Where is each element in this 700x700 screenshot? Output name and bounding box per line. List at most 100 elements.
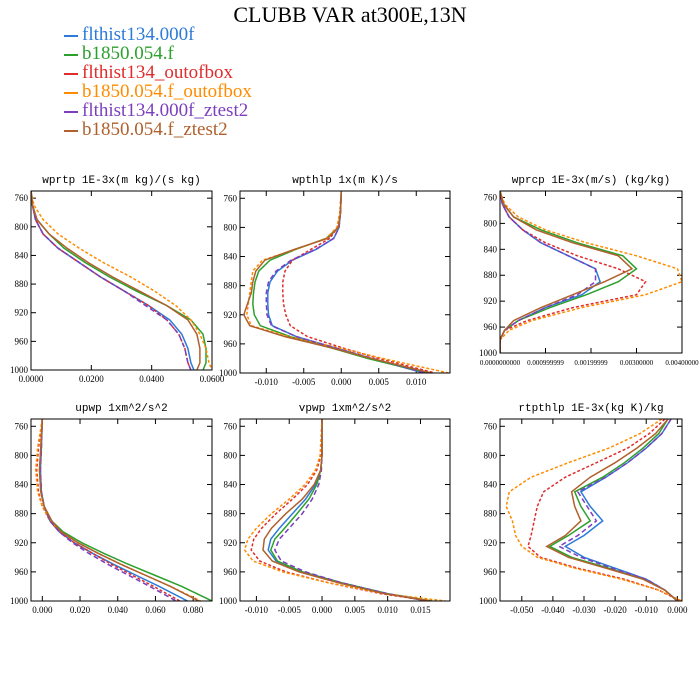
y-tick-label: 1000 xyxy=(10,596,29,606)
legend: flthist134.000f b1850.054.f flthist134_o… xyxy=(64,25,252,139)
x-tick-label: -0.030 xyxy=(572,605,596,615)
x-tick-label: 0.005 xyxy=(369,377,390,387)
y-tick-label: 840 xyxy=(224,252,238,262)
panel-title: wprcp 1E-3x(m/s) (kg/kg) xyxy=(512,175,670,187)
y-tick-label: 920 xyxy=(484,538,498,548)
legend-swatch xyxy=(64,110,78,113)
x-tick-label: 0.010 xyxy=(406,377,427,387)
figure-title: CLUBB VAR at300E,13N xyxy=(233,2,467,27)
x-tick-label: -0.050 xyxy=(510,605,534,615)
x-tick-label: -0.010 xyxy=(635,605,659,615)
y-tick-label: 760 xyxy=(224,421,238,431)
x-tick-label: -0.010 xyxy=(245,605,269,615)
panel-title: vpwp 1xm^2/s^2 xyxy=(299,403,391,415)
legend-item: flthist134.000f_ztest2 xyxy=(64,101,252,120)
y-tick-label: 920 xyxy=(15,538,29,548)
y-tick-label: 960 xyxy=(224,339,238,349)
series-line xyxy=(545,419,678,601)
y-tick-label: 920 xyxy=(224,310,238,320)
y-tick-label: 840 xyxy=(15,250,29,260)
y-tick-label: 960 xyxy=(15,567,29,577)
series-line xyxy=(500,191,597,353)
legend-item: flthist134.000f xyxy=(64,25,252,44)
plot-frame xyxy=(239,190,451,374)
y-tick-label: 800 xyxy=(224,222,238,232)
series-line xyxy=(39,419,177,601)
legend-label: b1850.054.f_outofbox xyxy=(82,81,252,102)
y-tick-label: 800 xyxy=(15,450,29,460)
series-line xyxy=(500,191,682,353)
y-tick-label: 960 xyxy=(224,567,238,577)
series-line xyxy=(39,419,188,601)
series-line xyxy=(35,419,181,601)
plot-frame xyxy=(239,418,451,602)
series-line xyxy=(265,191,426,373)
x-tick-label: 0.0200 xyxy=(79,374,104,384)
plot-frame xyxy=(30,418,213,602)
y-tick-label: 960 xyxy=(15,336,29,346)
y-tick-label: 760 xyxy=(484,421,498,431)
y-tick-label: 960 xyxy=(484,567,498,577)
panel-title: wprtp 1E-3x(m kg)/(s kg) xyxy=(42,175,200,187)
legend-item: b1850.054.f_outofbox xyxy=(64,82,252,101)
legend-label: flthist134.000f xyxy=(82,24,195,45)
legend-swatch xyxy=(64,91,78,94)
y-tick-label: 920 xyxy=(15,308,29,318)
y-tick-label: 800 xyxy=(15,222,29,232)
x-tick-label: 0.000 xyxy=(667,605,688,615)
legend-label: b1850.054.f_ztest2 xyxy=(82,119,228,140)
legend-swatch xyxy=(64,34,78,37)
x-tick-label: -0.020 xyxy=(603,605,627,615)
y-tick-label: 880 xyxy=(224,509,238,519)
y-tick-label: 1000 xyxy=(479,348,498,358)
series-line xyxy=(262,419,431,601)
x-tick-label: -0.040 xyxy=(541,605,565,615)
y-tick-label: 840 xyxy=(484,244,498,254)
y-tick-label: 920 xyxy=(224,538,238,548)
x-tick-label: 0.000999999 xyxy=(527,359,564,367)
panel-title: wpthlp 1x(m K)/s xyxy=(292,175,398,187)
series-line xyxy=(31,191,192,370)
x-tick-label: 0.0000000000 xyxy=(480,359,521,367)
x-tick-label: -0.010 xyxy=(255,377,279,387)
y-tick-label: 800 xyxy=(484,450,498,460)
y-tick-label: 880 xyxy=(15,509,29,519)
series-line xyxy=(505,419,682,601)
series-line xyxy=(500,191,647,353)
plot-frame xyxy=(499,190,683,354)
series-line xyxy=(31,191,192,370)
legend-swatch xyxy=(64,129,78,132)
legend-label: b1850.054.f xyxy=(82,43,174,64)
legend-swatch xyxy=(64,72,78,75)
series-line xyxy=(527,419,681,601)
plot-frame xyxy=(499,418,683,602)
series-line xyxy=(557,419,678,601)
series-line xyxy=(500,191,638,353)
x-tick-label: 0.015 xyxy=(410,605,431,615)
x-tick-label: 0.060 xyxy=(145,605,166,615)
series-line xyxy=(273,419,429,601)
y-tick-label: 800 xyxy=(224,450,238,460)
x-tick-label: 0.0600 xyxy=(200,374,225,384)
panel-title: upwp 1xm^2/s^2 xyxy=(75,403,167,415)
y-tick-label: 760 xyxy=(15,421,29,431)
series-line xyxy=(500,191,634,353)
x-tick-label: -0.005 xyxy=(278,605,302,615)
legend-item: b1850.054.f xyxy=(64,44,252,63)
y-tick-label: 760 xyxy=(224,193,238,203)
x-tick-label: 0.005 xyxy=(345,605,366,615)
series-line xyxy=(31,191,201,370)
series-line xyxy=(267,191,425,373)
x-tick-label: 0.000 xyxy=(32,605,53,615)
y-tick-label: 880 xyxy=(484,509,498,519)
legend-label: flthist134.000f_ztest2 xyxy=(82,100,249,121)
series-line xyxy=(563,419,678,601)
legend-item: b1850.054.f_ztest2 xyxy=(64,120,252,139)
series-line xyxy=(31,191,212,370)
series-line xyxy=(282,191,436,373)
x-tick-label: 0.00199999 xyxy=(574,359,608,367)
y-tick-label: 760 xyxy=(484,192,498,202)
y-tick-label: 880 xyxy=(484,270,498,280)
y-tick-label: 800 xyxy=(484,218,498,228)
series-line xyxy=(242,191,432,373)
